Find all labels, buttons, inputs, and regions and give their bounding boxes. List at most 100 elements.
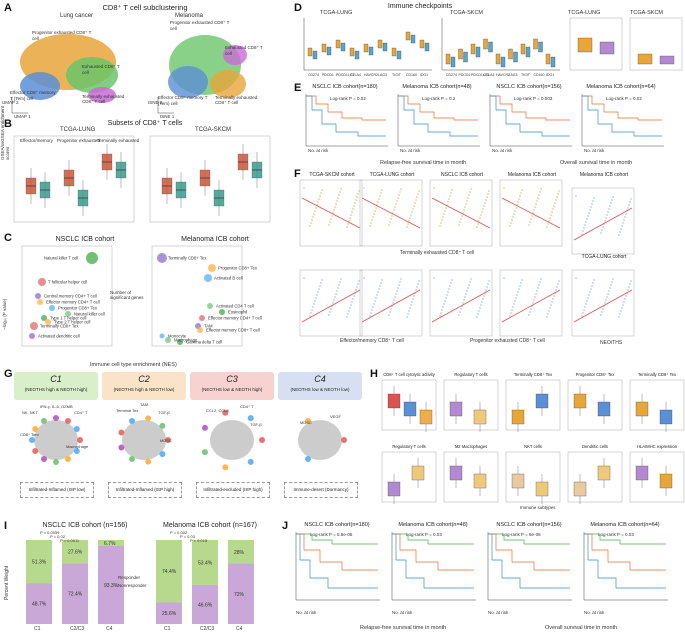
scatter-point — [512, 306, 514, 308]
bubble-label: Progenitor CD8+ Tex — [58, 306, 98, 311]
box — [340, 42, 346, 52]
scatter-point — [629, 283, 631, 285]
immune-cell — [201, 424, 208, 431]
category-label: C1 — [34, 626, 41, 632]
scatter-point — [466, 290, 468, 292]
box — [312, 50, 318, 60]
scatter-title: TCGA-LUNG cohort — [581, 254, 627, 260]
box — [473, 473, 487, 489]
bar-label: 6.7% — [104, 541, 116, 547]
scatter-point — [600, 314, 602, 316]
scatter-point — [539, 281, 541, 283]
h-boxplot — [381, 379, 437, 432]
gene-label: CD274 — [446, 73, 457, 77]
scatter-point — [554, 202, 556, 204]
scatter-point — [381, 189, 383, 191]
scatter-point — [397, 287, 399, 289]
scatter-point — [353, 205, 355, 207]
trend-line — [431, 197, 491, 229]
scatter-plot — [429, 269, 493, 337]
scatter-point — [375, 207, 377, 209]
bubble-label: Activated B cell — [214, 276, 243, 281]
scatter-point — [337, 287, 339, 289]
scatter-point — [416, 286, 418, 288]
scatter-point — [381, 279, 383, 281]
cartoon-label: TGF-β — [158, 410, 170, 415]
km-plot — [487, 532, 572, 601]
panel-c-xlabel: Immune cell type enrichment (NES) — [90, 362, 177, 368]
scatter-point — [503, 187, 505, 189]
scatter-plot — [429, 179, 493, 247]
scatter-point — [357, 193, 359, 195]
plot-frame — [359, 179, 423, 247]
bubble-point — [207, 303, 213, 309]
trend-line — [431, 289, 491, 323]
scatter-point — [377, 201, 379, 203]
scatter-point — [330, 308, 332, 310]
scatter-point — [433, 187, 435, 189]
scatter-point — [317, 201, 319, 203]
scatter-xlabel: NEO/THS — [600, 340, 623, 346]
scatter-point — [328, 224, 330, 226]
scatter-point — [444, 210, 446, 212]
km-plot — [489, 94, 572, 147]
cluster-desc: Infiltrated-Inflamed (ISP low) — [20, 482, 94, 498]
scatter-point — [531, 215, 533, 217]
immune-cell — [129, 456, 135, 463]
panel-a-cluster-4: Terminally exhausted CD8⁺ T cell — [82, 94, 125, 104]
scatter-point — [413, 205, 415, 207]
box — [463, 51, 468, 63]
cluster-header — [102, 372, 186, 400]
scatter-point — [394, 206, 396, 208]
bubble-label: Gamma delta T cell — [186, 340, 222, 345]
scatter-point — [602, 308, 604, 310]
scatter-point — [352, 298, 354, 300]
immune-cell — [145, 458, 152, 465]
bubble-label: Activated dendritic cell — [38, 334, 80, 339]
h-title: Terminally CD8⁺ Tex — [637, 372, 677, 377]
box — [533, 38, 538, 50]
scatter-point — [510, 312, 512, 314]
scatter-point — [588, 212, 590, 214]
km-curve — [296, 533, 378, 545]
panel-d-t3: TCGA-LUNG — [568, 10, 601, 16]
scatter-point — [538, 284, 540, 286]
scatter-point — [439, 315, 441, 317]
panel-b-ylabel: GSEA/ssGSEA enrichment scores — [0, 105, 10, 160]
scatter-point — [413, 295, 415, 297]
cluster-id: C2 — [138, 374, 150, 384]
scatter-point — [479, 307, 481, 309]
scatter-point — [389, 221, 391, 223]
scatter-point — [349, 217, 351, 219]
bar-label: 28% — [234, 550, 245, 556]
scatter-point — [548, 310, 550, 312]
scatter-point — [488, 190, 490, 192]
bar-label: 72.4% — [68, 592, 83, 598]
cartoon-label: CD4⁺ T — [74, 410, 88, 415]
box — [449, 465, 463, 481]
scatter-point — [486, 286, 488, 288]
scatter-point — [530, 218, 532, 220]
scatter-point — [629, 201, 631, 203]
cluster-desc: Immune-desert (Dormancy) — [284, 482, 358, 498]
scatter-point — [583, 309, 585, 311]
panel-j-xlabel2: Overall survival time in month — [545, 625, 618, 631]
bubble-point — [177, 339, 183, 345]
scatter-point — [303, 277, 305, 279]
scatter-point — [439, 225, 441, 227]
scatter-point — [332, 302, 334, 304]
scatter-point — [582, 312, 584, 314]
box — [349, 47, 355, 57]
km-pval: Log-rank P = 0.02 — [330, 96, 366, 101]
scatter-point — [513, 303, 515, 305]
panel-b-facet-1: Effector/memory — [20, 138, 53, 143]
legend-label: Responder — [118, 575, 141, 580]
panel-b-right-title: TCGA-SKCM — [195, 127, 231, 133]
gene-label: CD160 — [534, 73, 545, 77]
plot-frame — [505, 451, 561, 503]
h-boxplot — [505, 451, 561, 504]
box — [405, 31, 411, 41]
bubble-point — [157, 253, 167, 263]
h-xlabel: Immune subtypes — [520, 505, 556, 510]
box — [403, 401, 417, 417]
